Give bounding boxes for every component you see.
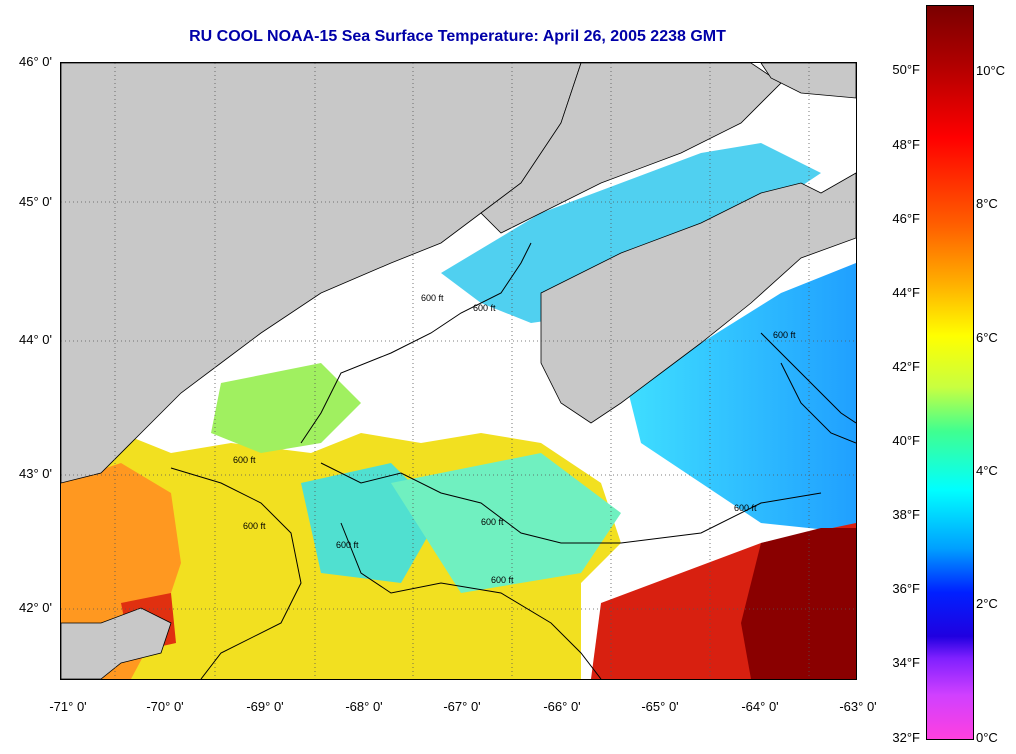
sst-field-fundy (441, 143, 821, 323)
isobath-label: 600 ft (773, 330, 796, 340)
lon-label: -63° 0' (839, 699, 877, 714)
colorbar-c-label: 2°C (976, 596, 998, 611)
isobath-lines (170, 242, 856, 679)
sst-field-gulf-stream-core (741, 528, 856, 679)
isobath-label: 600 ft (421, 293, 444, 303)
colorbar-f-label: 32°F (892, 730, 920, 745)
isobath-label: 600 ft (233, 455, 256, 465)
colorbar-c-label: 0°C (976, 730, 998, 745)
lon-label: -64° 0' (741, 699, 779, 714)
isobath-label: 600 ft (473, 303, 496, 313)
lon-label: -69° 0' (246, 699, 284, 714)
lon-label: -68° 0' (345, 699, 383, 714)
lat-label: 42° 0' (19, 600, 52, 615)
colorbar-f-label: 36°F (892, 581, 920, 596)
colorbar-f-label: 40°F (892, 433, 920, 448)
colorbar-f-label: 42°F (892, 359, 920, 374)
isobath-label: 600 ft (734, 503, 757, 513)
lat-label: 45° 0' (19, 194, 52, 209)
colorbar-f-label: 44°F (892, 285, 920, 300)
isobath-label: 600 ft (481, 517, 504, 527)
land-nova-scotia (540, 172, 856, 424)
lon-label: -71° 0' (49, 699, 87, 714)
lat-label: 46° 0' (19, 54, 52, 69)
lat-label: 44° 0' (19, 332, 52, 347)
sst-field-south-cyan (391, 453, 621, 593)
colorbar (926, 5, 974, 740)
colorbar-f-label: 48°F (892, 137, 920, 152)
colorbar-c-label: 10°C (976, 63, 1006, 78)
colorbar-c-label: 8°C (976, 196, 998, 211)
lon-label: -65° 0' (641, 699, 679, 714)
sst-field-central (211, 363, 361, 453)
lat-label: 43° 0' (19, 466, 52, 481)
sst-map: 600 ft 600 ft 600 ft 600 ft 600 ft 600 f… (60, 62, 857, 680)
colorbar-f-label: 50°F (892, 62, 920, 77)
isobath-labels: 600 ft 600 ft 600 ft 600 ft 600 ft 600 f… (233, 293, 796, 585)
colorbar-f-label: 46°F (892, 211, 920, 226)
land-pei (760, 63, 856, 99)
isobath-label: 600 ft (243, 521, 266, 531)
colorbar-c-label: 6°C (976, 330, 998, 345)
isobath-label: 600 ft (491, 575, 514, 585)
isobath-label: 600 ft (336, 540, 359, 550)
map-title: RU COOL NOAA-15 Sea Surface Temperature:… (189, 28, 726, 45)
colorbar-c-label: 4°C (976, 463, 998, 478)
lon-label: -67° 0' (443, 699, 481, 714)
lon-label: -66° 0' (543, 699, 581, 714)
sst-field-scotian (621, 263, 856, 533)
lon-label: -70° 0' (146, 699, 184, 714)
land-cape-cod (61, 607, 172, 679)
colorbar-f-label: 38°F (892, 507, 920, 522)
colorbar-f-label: 34°F (892, 655, 920, 670)
